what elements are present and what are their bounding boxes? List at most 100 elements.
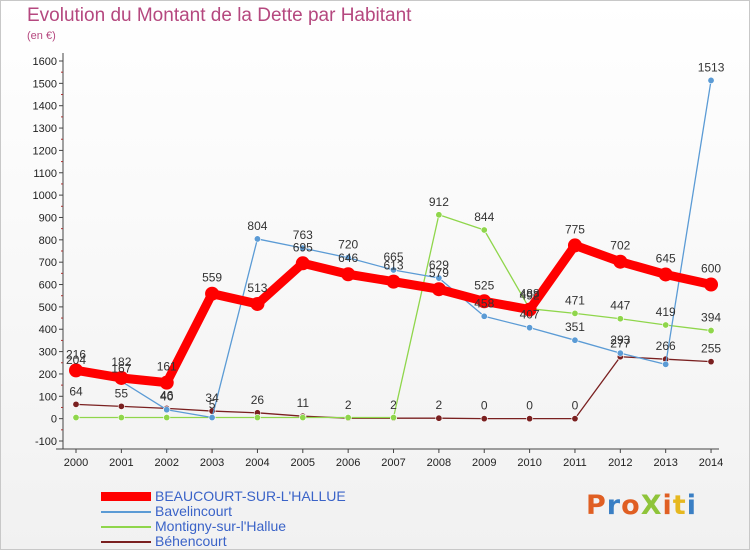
x-tick-label: 2014: [699, 457, 723, 469]
data-point: [477, 294, 492, 309]
data-point: [72, 400, 80, 408]
y-tick-label: 200: [39, 369, 57, 381]
data-point: [295, 256, 310, 271]
data-point: [704, 277, 719, 292]
logo-letter: i: [686, 490, 697, 521]
data-label: 629: [429, 258, 449, 272]
data-point: [344, 414, 352, 422]
logo-letter: t: [672, 490, 687, 521]
x-tick-label: 2005: [291, 457, 315, 469]
x-tick-label: 2008: [427, 457, 451, 469]
data-label: 216: [66, 347, 86, 361]
data-label: 161: [157, 360, 177, 374]
data-label: 2: [390, 398, 397, 412]
data-label: 912: [429, 195, 449, 209]
data-point: [390, 266, 398, 274]
data-point: [662, 360, 670, 368]
data-label: 5: [209, 398, 216, 412]
data-point: [480, 415, 488, 423]
data-point: [431, 282, 446, 297]
data-label: 204: [66, 353, 86, 367]
y-tick-label: 1000: [33, 190, 57, 202]
data-point: [616, 349, 624, 357]
data-label: 34: [205, 391, 219, 405]
data-point: [662, 321, 670, 329]
data-label: 613: [384, 259, 404, 273]
data-point: [344, 254, 352, 262]
data-label: 0: [481, 399, 488, 413]
data-point: [571, 415, 579, 423]
data-label: 419: [656, 305, 676, 319]
data-label: 844: [474, 210, 494, 224]
data-point: [117, 414, 125, 422]
data-label: 2: [436, 398, 443, 412]
logo-letter: o: [621, 490, 641, 521]
x-tick-label: 2007: [381, 457, 405, 469]
y-tick-label: 1400: [33, 101, 57, 113]
legend-label: Bavelincourt: [155, 503, 233, 519]
data-label: 702: [610, 239, 630, 253]
data-point: [114, 370, 129, 385]
logo-letter: i: [662, 490, 673, 521]
data-point: [613, 254, 628, 269]
chart-legend: BEAUCOURT-SUR-L'HALLUE Bavelincourt Montig…: [101, 489, 346, 549]
legend-item: Montigny-sur-l'Hallue: [101, 519, 346, 534]
y-tick-label: 1100: [33, 168, 57, 180]
data-label: 26: [251, 393, 265, 407]
data-label: 266: [656, 339, 676, 353]
x-tick-label: 2013: [653, 457, 677, 469]
data-point: [69, 363, 83, 378]
y-tick-label: 500: [39, 302, 57, 314]
legend-label: Béhencourt: [155, 533, 227, 549]
data-point: [480, 312, 488, 320]
data-point: [567, 238, 582, 253]
y-tick-label: 1300: [33, 123, 57, 135]
data-point: [658, 267, 673, 282]
data-point: [250, 296, 265, 311]
data-point: [526, 415, 534, 423]
data-label: 293: [610, 333, 630, 347]
x-tick-label: 2000: [64, 457, 88, 469]
data-label: 646: [338, 251, 358, 265]
data-label: 11: [297, 396, 310, 410]
data-label: 763: [293, 228, 313, 242]
x-tick-label: 2002: [154, 457, 178, 469]
y-tick-label: 800: [39, 235, 57, 247]
data-point: [299, 414, 307, 422]
x-tick-label: 2006: [336, 457, 360, 469]
data-point: [341, 267, 356, 282]
data-label: 0: [526, 399, 533, 413]
y-tick-label: 300: [39, 347, 57, 359]
data-label: 579: [429, 266, 449, 280]
y-tick-label: 1600: [33, 56, 57, 68]
data-label: 525: [474, 278, 494, 292]
data-point: [299, 244, 307, 252]
y-tick-label: 100: [39, 391, 57, 403]
data-point: [163, 406, 171, 414]
legend-swatch: [101, 540, 151, 543]
data-label: 167: [111, 361, 131, 375]
data-label: 447: [610, 299, 630, 313]
legend-label: Montigny-sur-l'Hallue: [155, 518, 287, 534]
logo-letter: P: [586, 490, 607, 521]
data-label: 600: [701, 262, 721, 276]
x-tick-label: 2001: [109, 457, 133, 469]
legend-swatch: [101, 492, 151, 501]
data-point: [480, 226, 488, 234]
data-label: 804: [247, 219, 267, 233]
legend-swatch: [101, 510, 151, 513]
legend-item: Béhencourt: [101, 534, 346, 549]
data-label: 277: [610, 337, 630, 351]
proxiti-logo: ProXiti: [586, 490, 697, 521]
data-label: 458: [474, 296, 494, 310]
x-tick-label: 2010: [517, 457, 541, 469]
data-point: [571, 309, 579, 317]
data-label: 407: [520, 308, 540, 322]
y-tick-label: 1500: [33, 78, 57, 90]
data-point: [526, 324, 534, 332]
legend-item: Bavelincourt: [101, 504, 346, 519]
data-label: 720: [338, 238, 358, 252]
y-tick-label: -100: [35, 436, 57, 448]
data-label: 0: [572, 399, 579, 413]
